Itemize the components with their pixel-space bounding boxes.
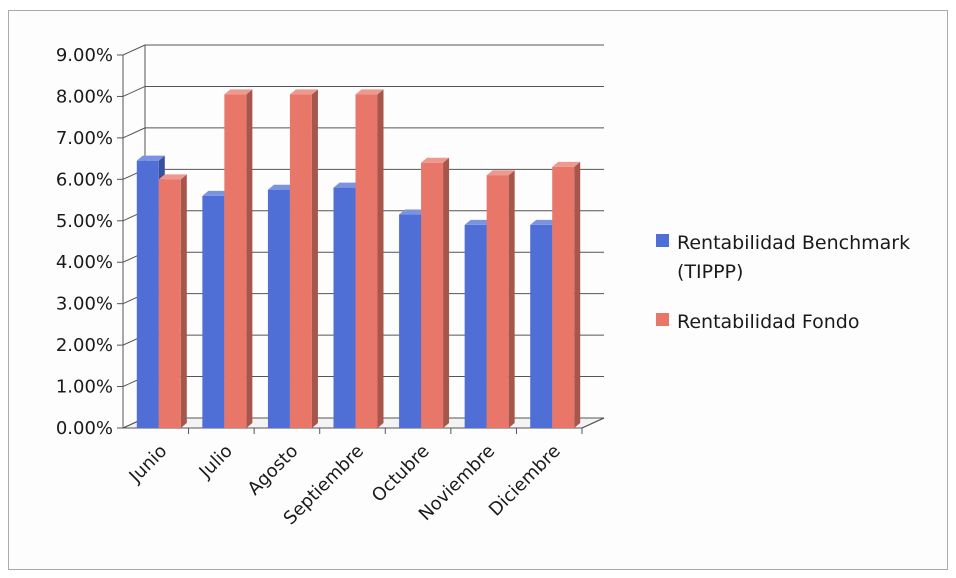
y-tick-label: 4.00% bbox=[56, 252, 113, 273]
legend-item: Rentabilidad Fondo bbox=[656, 311, 859, 333]
bar-front bbox=[158, 179, 181, 428]
y-tick-label: 5.00% bbox=[56, 211, 113, 232]
y-tick-label: 1.00% bbox=[56, 377, 113, 398]
bar bbox=[355, 89, 384, 428]
bar-top bbox=[202, 190, 231, 196]
bar-side bbox=[443, 157, 450, 428]
legend-label: (TIPPP) bbox=[677, 261, 743, 283]
legend-item: Rentabilidad Benchmark (TIPPP) bbox=[656, 232, 910, 283]
bar-top bbox=[289, 89, 318, 95]
y-tick-label: 7.00% bbox=[56, 128, 113, 149]
bar-front bbox=[136, 160, 159, 428]
bar-front bbox=[399, 214, 422, 428]
bar-front bbox=[421, 162, 444, 428]
x-tick-label: Julio bbox=[195, 441, 237, 483]
bar bbox=[289, 89, 318, 428]
y-tick-label: 3.00% bbox=[56, 294, 113, 315]
gridline-side bbox=[122, 127, 146, 139]
bar-front bbox=[464, 224, 487, 428]
bar-side bbox=[246, 89, 253, 428]
bar-front bbox=[530, 224, 553, 428]
bar-front bbox=[289, 94, 312, 428]
bar-top bbox=[421, 157, 450, 163]
floor-edge bbox=[581, 417, 605, 429]
bar-top bbox=[464, 219, 493, 225]
bar-front bbox=[333, 187, 356, 428]
y-tick-label: 9.00% bbox=[56, 45, 113, 66]
x-tick-label: Diciembre bbox=[485, 441, 565, 521]
x-tick-label: Junio bbox=[125, 441, 172, 488]
y-tick-label: 2.00% bbox=[56, 335, 113, 356]
bar-top bbox=[267, 184, 296, 190]
legend-swatch bbox=[656, 234, 669, 247]
bar-top bbox=[333, 182, 362, 188]
y-tick-label: 8.00% bbox=[56, 86, 113, 107]
bar-front bbox=[355, 94, 378, 428]
legend-swatch bbox=[656, 313, 669, 326]
legend: Rentabilidad Benchmark(TIPPP)Rentabilida… bbox=[656, 232, 910, 333]
bar-side bbox=[377, 89, 384, 428]
bar-top bbox=[224, 89, 253, 95]
y-tick-label: 0.00% bbox=[56, 418, 113, 439]
x-tick-label: Octubre bbox=[368, 441, 434, 507]
x-tick-label: Agosto bbox=[244, 441, 303, 500]
bar-side bbox=[574, 161, 581, 428]
bar-side bbox=[311, 89, 318, 428]
bar-top bbox=[530, 219, 559, 225]
bar bbox=[421, 157, 450, 428]
bar bbox=[552, 161, 581, 428]
bars bbox=[136, 89, 583, 434]
bar-side bbox=[508, 170, 515, 428]
bar-side bbox=[180, 174, 187, 428]
bar bbox=[158, 174, 187, 428]
gridline-side bbox=[122, 85, 146, 97]
bar-top bbox=[399, 209, 428, 215]
bar bbox=[224, 89, 253, 428]
bar-top bbox=[158, 174, 187, 180]
bar-top bbox=[486, 170, 515, 176]
bar-front bbox=[202, 195, 225, 428]
bar-top bbox=[355, 89, 384, 95]
bar-front bbox=[552, 166, 575, 428]
bar-front bbox=[267, 189, 290, 428]
bar-top bbox=[136, 155, 165, 161]
bar-top bbox=[552, 161, 581, 167]
y-tick-label: 6.00% bbox=[56, 169, 113, 190]
bar-front bbox=[486, 175, 509, 428]
bar bbox=[486, 170, 515, 428]
legend-label: Rentabilidad Fondo bbox=[677, 311, 859, 333]
legend-label: Rentabilidad Benchmark bbox=[677, 232, 910, 254]
bar-front bbox=[224, 94, 247, 428]
gridline-side bbox=[122, 44, 146, 56]
